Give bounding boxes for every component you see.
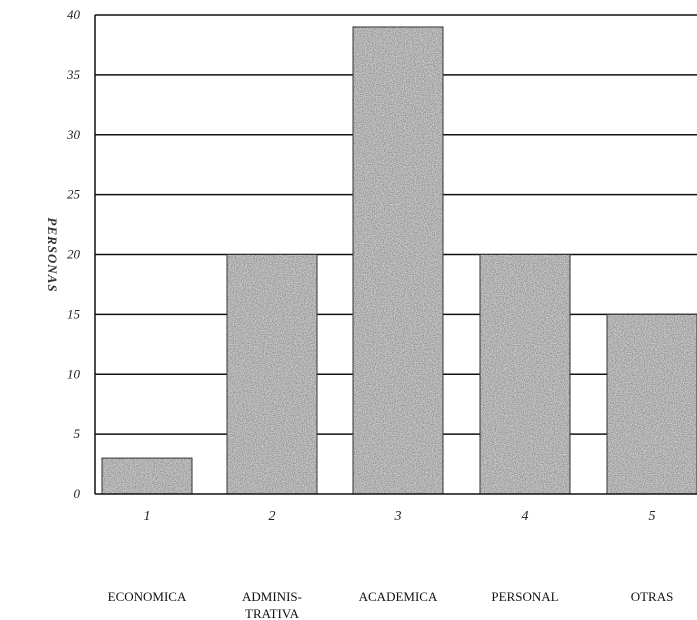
- x-tick-label: 3: [394, 509, 402, 524]
- y-tick-label: 40: [67, 7, 81, 22]
- bars: [101, 26, 697, 495]
- category-labels: ECONOMICA ADMINIS- TRATIVA ACADEMICA PERSONA…: [108, 589, 674, 620]
- bar: [352, 26, 444, 495]
- x-tick-label: 2: [269, 509, 276, 524]
- y-tick-label: 20: [67, 247, 81, 262]
- x-tick-label: 5: [649, 509, 656, 524]
- bar: [226, 254, 318, 495]
- y-tick-labels: 0 5 10 15 20 25 30 35 40: [66, 7, 81, 501]
- y-tick-label: 30: [66, 127, 81, 142]
- x-tick-label: 1: [144, 509, 151, 524]
- category-label: ACADEMICA: [359, 589, 438, 604]
- x-tick-labels: 1 2 3 4 5: [144, 509, 656, 524]
- bar: [606, 313, 697, 495]
- y-tick-label: 35: [66, 67, 81, 82]
- axes: [94, 15, 697, 495]
- category-label: TRATIVA: [245, 606, 300, 620]
- y-tick-label: 15: [67, 306, 81, 321]
- y-tick-label: 25: [67, 187, 81, 202]
- bar: [101, 457, 193, 495]
- category-label: PERSONAL: [491, 589, 558, 604]
- y-tick-label: 0: [74, 486, 81, 501]
- y-tick-label: 10: [67, 366, 81, 381]
- category-label: ECONOMICA: [108, 589, 187, 604]
- y-tick-label: 5: [74, 426, 81, 441]
- bar: [479, 254, 571, 495]
- x-tick-label: 4: [522, 509, 529, 524]
- category-label: OTRAS: [631, 589, 674, 604]
- category-label: ADMINIS-: [242, 589, 302, 604]
- y-axis-label: PERSONAS: [45, 217, 60, 292]
